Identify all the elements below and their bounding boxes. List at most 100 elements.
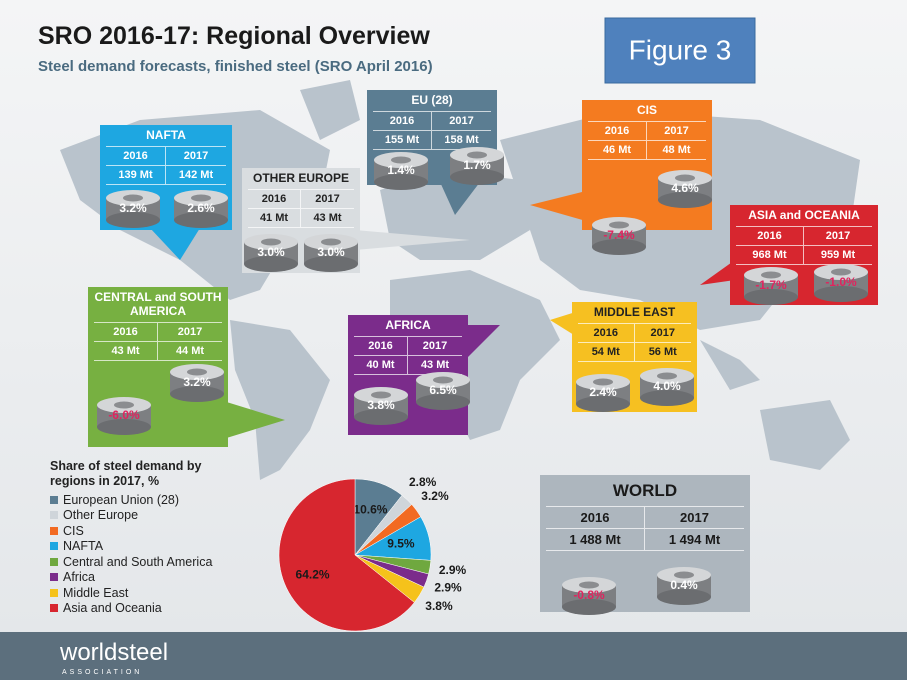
growth-label: 2.6% [187,201,215,215]
legend-swatch [50,542,58,551]
growth-label: 3.2% [183,375,211,389]
legend-label: Asia and Oceania [63,601,162,616]
legend-item: CIS [50,523,250,539]
pie-label: 3.8% [425,599,453,613]
region-name: EU (28) [411,93,453,107]
legend-swatch [50,495,58,504]
cylinder-shape [97,397,151,435]
growth-label: -1.0% [825,275,857,289]
growth-label: -7.4% [603,228,635,242]
year: 2017 [158,323,222,342]
legend-label: European Union (28) [63,492,180,507]
growth-cylinder: 0.4% [655,565,713,607]
growth-cylinder: 3.2% [168,362,226,404]
pie-slice [278,478,415,632]
pie-label: 64.2% [296,568,330,582]
cylinder-shape [374,152,428,190]
growth-cylinder: -6.0% [95,395,153,437]
volume: 155 Mt [373,131,432,150]
region-name: CIS [636,103,657,117]
cylinder-shape [640,368,694,406]
region-table: 2016 2017 968 Mt 959 Mt [736,226,872,265]
volume: 968 Mt [736,246,804,265]
cylinder-shape [744,267,798,305]
volume: 44 Mt [158,342,222,361]
growth-label: 1.7% [463,158,491,172]
growth-cylinder: 6.5% [414,370,472,412]
footer-brand: worldsteel [59,639,168,666]
volume: 43 Mt [94,342,158,361]
cylinder-shape [416,372,470,410]
growth-cylinder: 3.2% [104,188,162,230]
legend-label: NAFTA [63,539,104,554]
legend-item: NAFTA [50,539,250,555]
growth-label: 1.4% [387,163,415,177]
legend-label: Other Europe [63,508,139,523]
growth-cylinder: 2.4% [574,372,632,414]
pie-label: 2.8% [409,475,437,489]
growth-label: 6.5% [429,383,457,397]
region-table: 2016 2017 40 Mt 43 Mt [354,336,462,375]
volume: 46 Mt [588,141,647,160]
cylinder-shape [174,190,228,228]
cylinder-shape [576,374,630,412]
legend-item: European Union (28) [50,492,250,508]
volume: 48 Mt [647,141,706,160]
growth-cylinder: -0.8% [560,575,618,617]
growth-cylinder: 4.6% [656,168,714,210]
growth-label: -6.0% [108,408,140,422]
region-name: NAFTA [146,128,186,142]
legend-item: Africa [50,570,250,586]
year: 2016 [578,324,635,343]
world-box: WORLD 2016 2017 1 488 Mt 1 494 Mt [540,475,750,612]
growth-label: -1.7% [755,278,787,292]
year: 2016 [546,507,645,529]
volume: 56 Mt [634,343,691,362]
year: 2016 [94,323,158,342]
pie-label: 9.5% [387,537,415,551]
growth-label: 3.0% [257,245,285,259]
cylinder-shape [657,567,711,605]
pie-chart: 10.6% 2.8%3.2% 9.5% 2.9% 2.9% 3.8% 64.2% [278,475,467,632]
cylinder-shape [450,147,504,185]
legend-label: Central and South America [63,554,213,569]
cylinder-shape [170,364,224,402]
cylinder-shape [354,387,408,425]
legend-swatch [50,511,58,520]
growth-label: 3.8% [367,398,395,412]
region-table: 2016 2017 46 Mt 48 Mt [588,121,706,160]
legend-swatch [50,588,58,597]
legend-title: Share of steel demand by regions in 2017… [50,459,202,488]
legend: Share of steel demand by regions in 2017… [50,459,250,616]
region-name: WORLD [612,481,678,500]
region-table: 2016 2017 54 Mt 56 Mt [578,323,691,362]
growth-label: 3.2% [119,201,147,215]
cylinder-shape [244,234,298,272]
volume: 1 494 Mt [645,529,744,551]
footer-bar [0,632,907,680]
year: 2016 [736,227,804,246]
region-name: ASIA and OCEANIA [748,208,860,222]
subtitle: Steel demand forecasts, finished steel (… [38,58,433,75]
region-table: 2016 2017 41 Mt 43 Mt [248,189,354,228]
year: 2017 [804,227,872,246]
growth-cylinder: 2.6% [172,188,230,230]
growth-label: 4.0% [653,379,681,393]
legend-swatch [50,604,58,613]
legend-item: Middle East [50,585,250,601]
pie-label: 3.2% [421,489,449,503]
region-name: OTHER EUROPE [252,171,349,185]
pie-label: 2.9% [439,563,467,577]
volume: 1 488 Mt [546,529,645,551]
cylinder-shape [304,234,358,272]
cylinder-shape [814,264,868,302]
volume: 43 Mt [301,209,354,228]
growth-cylinder: 1.4% [372,150,430,192]
volume: 40 Mt [354,356,408,375]
year: 2016 [373,112,432,131]
cylinder-shape [106,190,160,228]
growth-cylinder: -1.7% [742,265,800,307]
region-box: CIS 2016 2017 46 Mt 48 Mt [582,100,712,230]
growth-cylinder: -1.0% [812,262,870,304]
